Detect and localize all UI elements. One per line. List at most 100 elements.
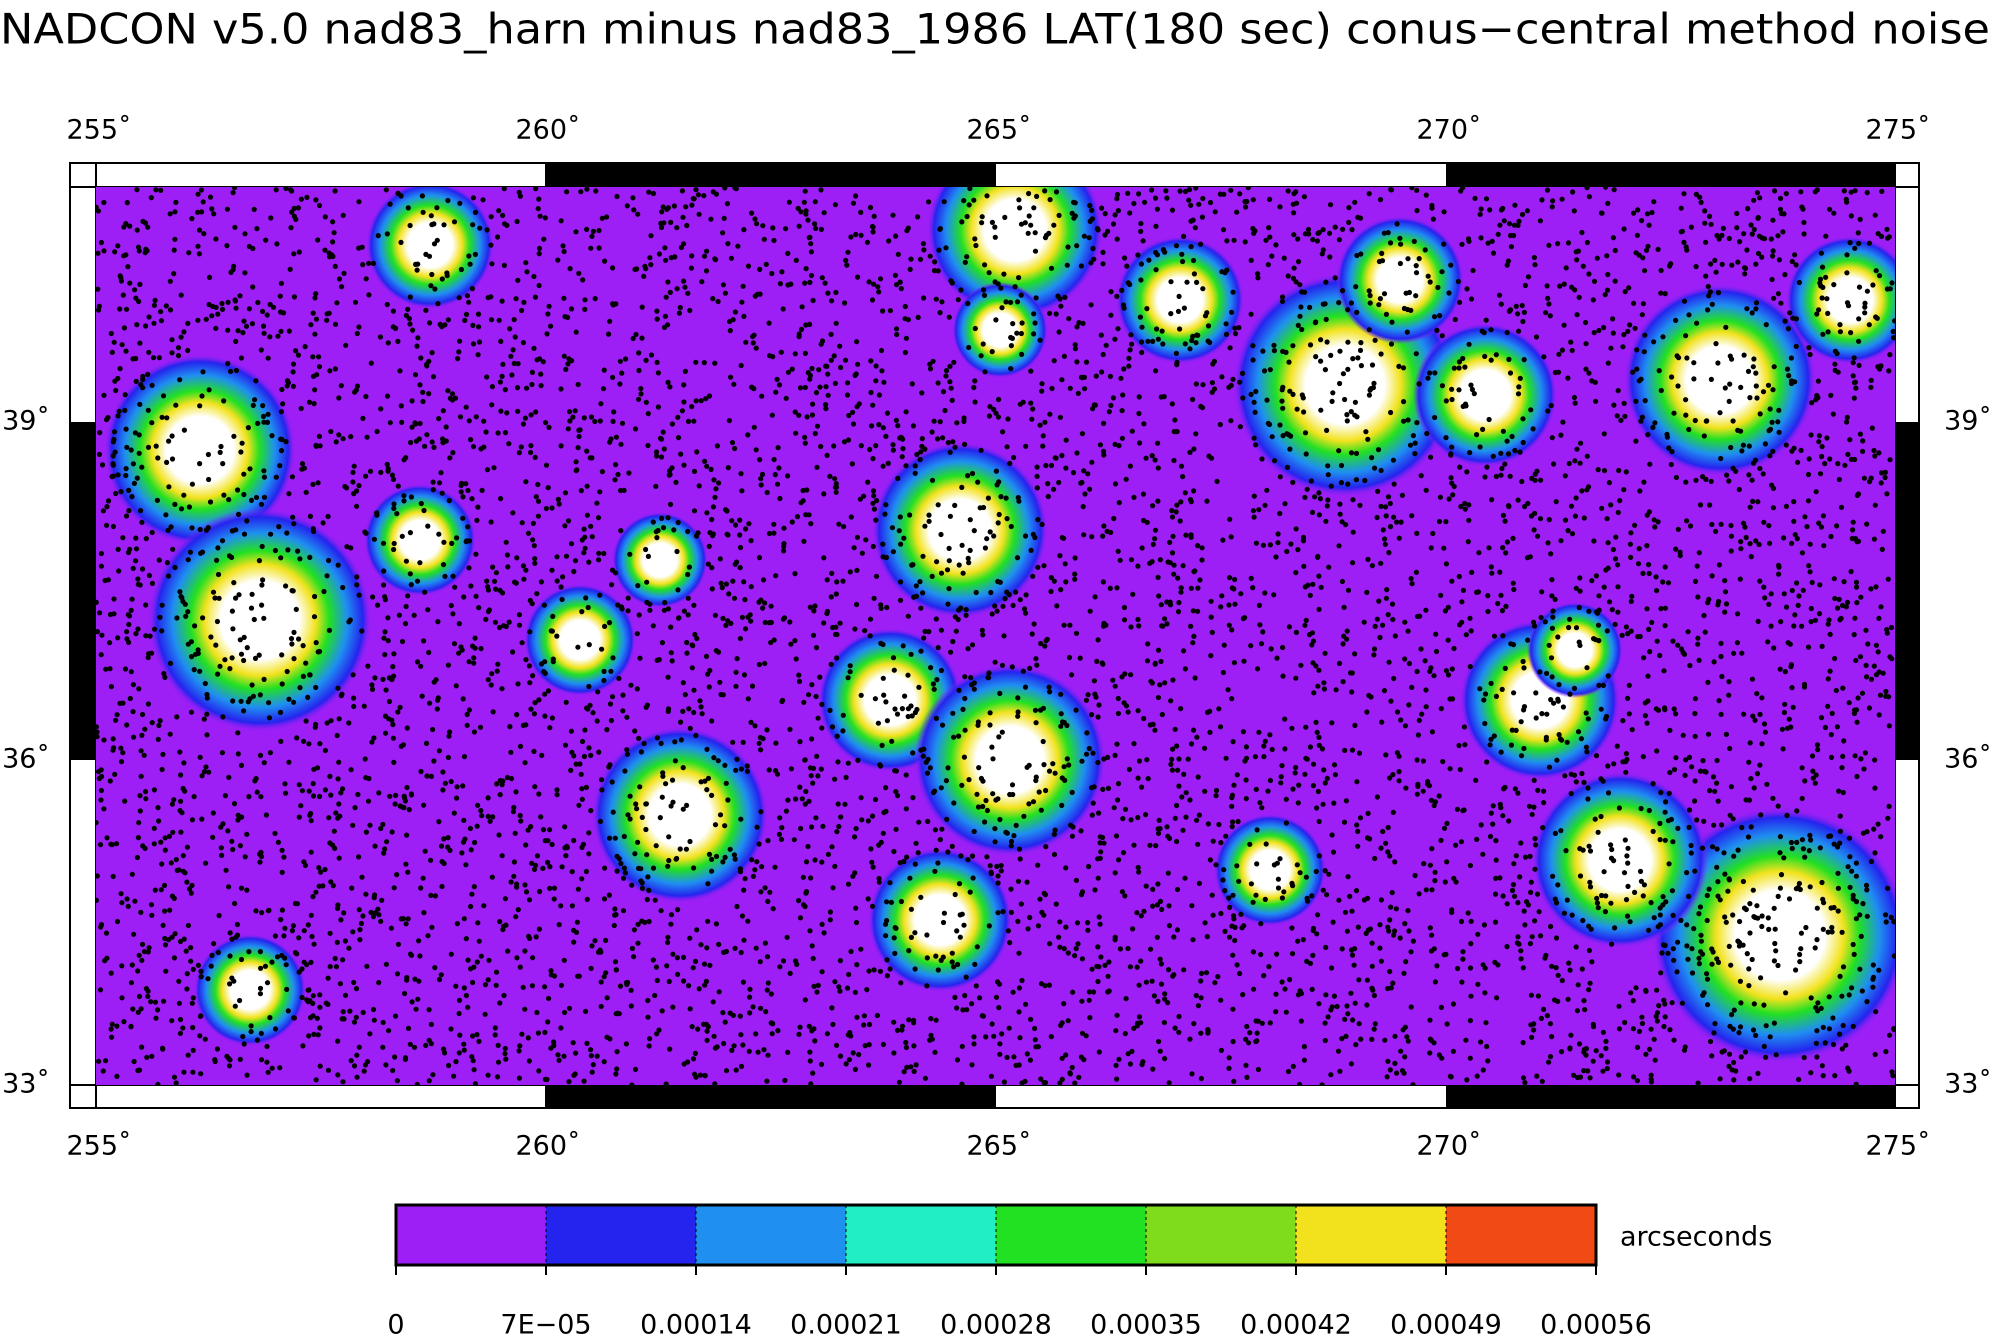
station-dot	[926, 512, 932, 518]
station-dot	[922, 628, 928, 635]
station-dot	[1345, 481, 1351, 487]
station-dot	[1285, 188, 1291, 194]
station-dot	[1171, 571, 1177, 577]
station-dot	[1228, 418, 1234, 424]
station-dot	[432, 286, 438, 292]
station-dot	[1369, 563, 1375, 569]
station-dot	[1076, 320, 1082, 326]
station-dot	[1511, 232, 1517, 239]
station-dot	[543, 420, 549, 426]
station-dot	[322, 866, 328, 873]
station-dot	[543, 505, 550, 512]
station-dot	[394, 510, 400, 517]
station-dot	[567, 409, 573, 415]
station-dot	[1405, 908, 1411, 914]
station-dot	[1855, 695, 1861, 701]
station-dot	[665, 279, 671, 285]
station-dot	[996, 396, 1002, 403]
station-dot	[490, 814, 496, 820]
station-dot	[1712, 788, 1718, 794]
station-dot	[430, 479, 436, 485]
station-dot	[1410, 938, 1416, 944]
station-dot	[807, 604, 813, 610]
station-dot	[1584, 453, 1590, 459]
station-dot	[380, 821, 386, 828]
station-dot	[586, 851, 592, 857]
station-dot	[195, 243, 201, 249]
station-dot	[1252, 409, 1258, 415]
station-dot	[176, 978, 182, 984]
noise-blob	[952, 282, 1048, 378]
station-dot	[1612, 621, 1618, 628]
station-dot	[241, 708, 247, 714]
station-dot	[1051, 831, 1057, 837]
station-dot	[747, 986, 753, 992]
station-dot	[356, 854, 362, 860]
station-dot	[1155, 574, 1161, 581]
station-dot	[1708, 221, 1714, 227]
station-dot	[289, 641, 295, 647]
station-dot	[1665, 580, 1672, 586]
station-dot	[520, 563, 527, 569]
station-dot	[1446, 496, 1452, 502]
station-dot	[1187, 797, 1193, 803]
station-dot	[1273, 1009, 1279, 1015]
station-dot	[278, 738, 284, 745]
station-dot	[675, 907, 681, 913]
station-dot	[466, 418, 472, 424]
station-dot	[1037, 337, 1043, 343]
station-dot	[1169, 550, 1176, 556]
station-dot	[96, 724, 99, 730]
station-dot	[1008, 886, 1014, 892]
station-dot	[517, 812, 523, 819]
station-dot	[604, 214, 610, 220]
station-dot	[565, 426, 571, 432]
station-dot	[811, 608, 817, 614]
station-dot	[1288, 541, 1294, 547]
station-dot	[395, 709, 401, 715]
station-dot	[513, 296, 519, 302]
station-dot	[1761, 519, 1767, 525]
station-dot	[1389, 601, 1396, 607]
station-dot	[1127, 463, 1133, 469]
station-dot	[1733, 468, 1739, 474]
station-dot	[977, 995, 983, 1001]
station-dot	[1684, 518, 1690, 524]
station-dot	[1138, 339, 1145, 345]
station-dot	[463, 481, 469, 487]
station-dot	[118, 891, 124, 897]
station-dot	[1307, 744, 1313, 750]
station-dot	[1364, 977, 1370, 983]
station-dot	[318, 869, 324, 875]
station-dot	[149, 912, 155, 918]
station-dot	[460, 494, 466, 500]
station-dot	[536, 926, 543, 932]
station-dot	[960, 706, 966, 713]
station-dot	[504, 410, 510, 416]
station-dot	[294, 735, 300, 741]
station-dot	[1251, 493, 1257, 499]
station-dot	[369, 682, 375, 688]
station-dot	[176, 1000, 182, 1006]
station-dot	[1171, 934, 1177, 940]
station-dot	[522, 948, 528, 954]
station-dot	[370, 594, 376, 600]
station-dot	[1250, 508, 1256, 514]
station-dot	[1267, 732, 1273, 738]
station-dot	[1751, 197, 1757, 203]
station-dot	[1655, 519, 1661, 525]
station-dot	[1485, 240, 1491, 246]
station-dot	[1116, 500, 1122, 506]
station-dot	[1565, 996, 1571, 1002]
station-dot	[130, 1006, 136, 1012]
station-dot	[1740, 878, 1746, 885]
station-dot	[384, 301, 390, 308]
station-dot	[935, 967, 941, 973]
station-dot	[325, 975, 331, 981]
station-dot	[735, 243, 741, 249]
station-dot	[918, 894, 924, 900]
station-dot	[1210, 361, 1216, 367]
station-dot	[126, 487, 132, 493]
station-dot	[422, 848, 428, 854]
station-dot	[870, 864, 876, 870]
